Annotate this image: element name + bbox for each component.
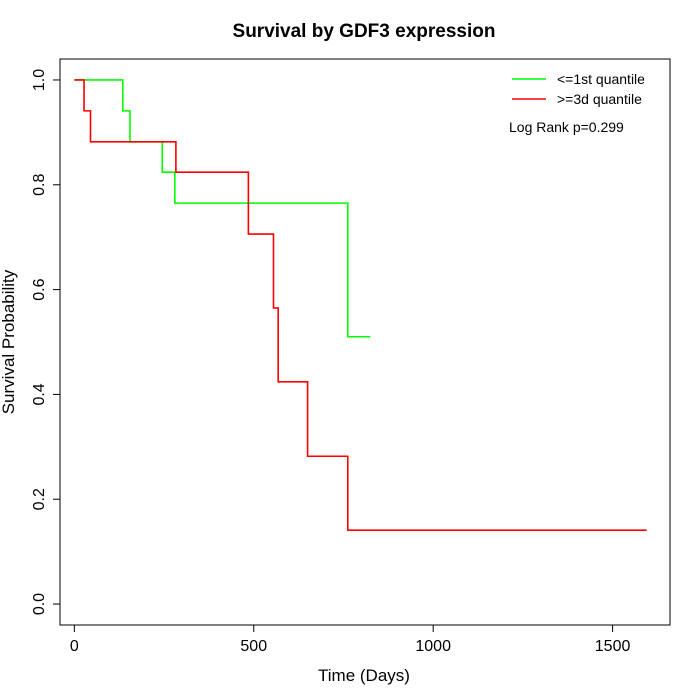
x-axis: 0 500 1000 1500 <box>70 624 631 655</box>
x-tick-label: 0 <box>70 638 79 655</box>
series-layer <box>74 79 647 531</box>
legend-label-1: <=1st quantile <box>557 71 645 87</box>
legend-label-2: >=3d quantile <box>557 91 642 107</box>
chart-title: Survival by GDF3 expression <box>233 21 496 42</box>
legend: <=1st quantile >=3d quantile <box>512 71 645 107</box>
y-tick-label: 1.0 <box>31 69 48 91</box>
x-axis-label: Time (Days) <box>318 666 410 685</box>
series-line-2 <box>74 79 647 531</box>
y-tick-label: 0.4 <box>31 383 48 405</box>
series-line-1 <box>74 79 371 338</box>
plot-frame <box>59 58 671 626</box>
x-tick-label: 1500 <box>595 638 631 655</box>
y-axis-label: Survival Probability <box>0 269 18 414</box>
y-tick-label: 0.6 <box>31 278 48 300</box>
log-rank-annotation: Log Rank p=0.299 <box>509 119 624 135</box>
y-tick-label: 0.8 <box>31 174 48 196</box>
x-tick-label: 500 <box>240 638 267 655</box>
y-axis: 0.0 0.2 0.4 0.6 0.8 1.0 <box>31 69 61 615</box>
y-tick-label: 0.2 <box>31 488 48 510</box>
y-tick-label: 0.0 <box>31 593 48 615</box>
x-tick-label: 1000 <box>415 638 451 655</box>
